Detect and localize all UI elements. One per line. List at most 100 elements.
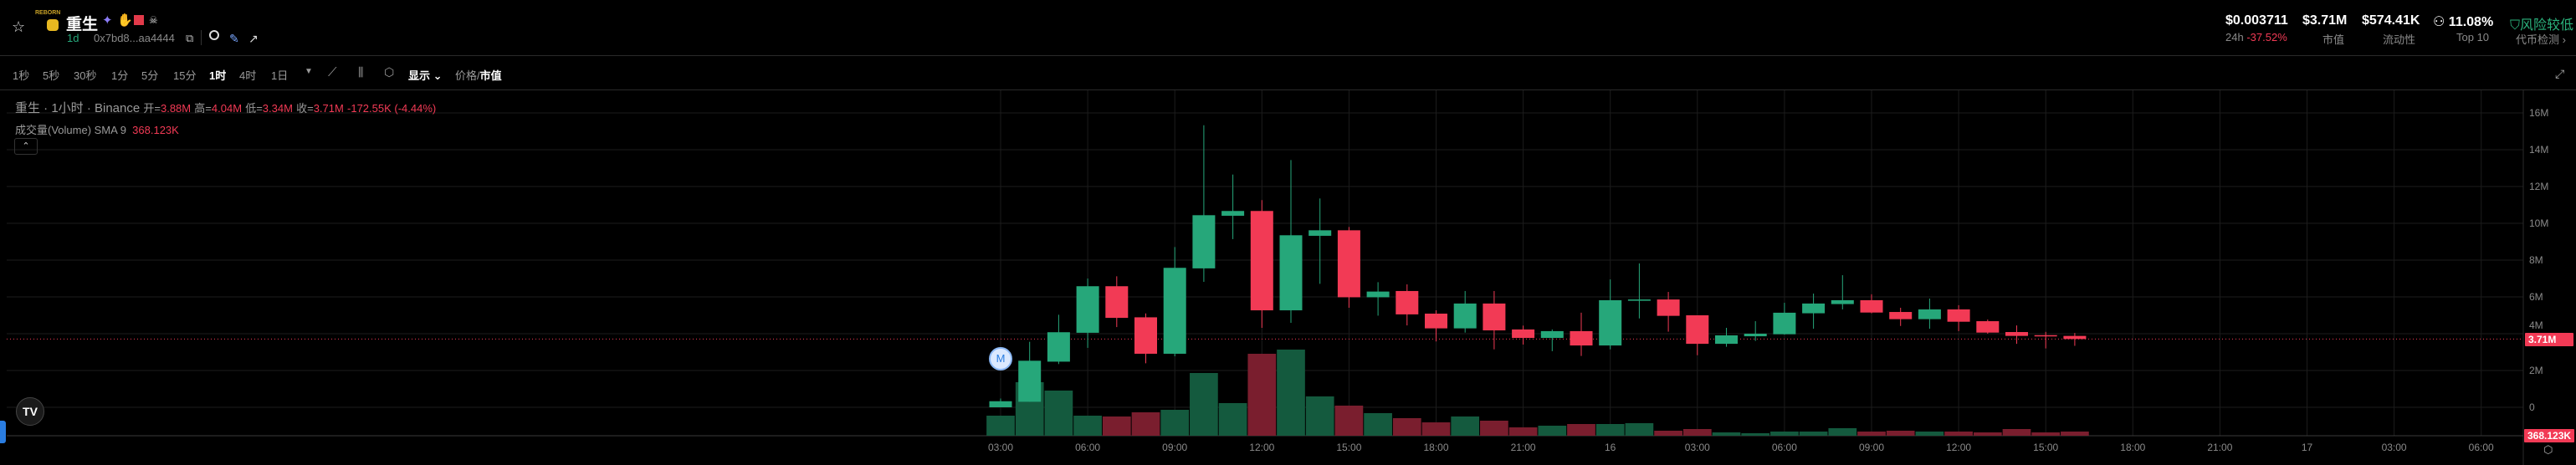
symbol-label: 重生 · 1小时 · Binance: [15, 101, 141, 115]
fullscreen-icon[interactable]: ⤢: [2555, 67, 2565, 80]
high-value: 4.04M: [211, 102, 243, 115]
token-check-link[interactable]: 代币检测 ›: [2516, 33, 2566, 46]
logo-text: REBORN: [35, 10, 61, 16]
candle-body: [1192, 215, 1216, 268]
volume-bar: [1567, 424, 1595, 436]
candle-body: [2005, 332, 2028, 336]
volume-bar: [1073, 416, 1102, 436]
candle-body: [1047, 332, 1070, 362]
external-link-icon[interactable]: ↗: [248, 32, 259, 45]
volume-bar: [1334, 406, 1364, 436]
tradingview-logo-icon[interactable]: TV: [16, 397, 44, 426]
interval-4[interactable]: 5分: [141, 69, 159, 82]
candle-type-icon[interactable]: ⫼: [358, 65, 364, 79]
volume-bar: [1160, 410, 1190, 436]
volume-bar: [1625, 423, 1654, 436]
sparkle-icon: ✦: [102, 13, 113, 28]
price-tick-label: 12M: [2529, 181, 2549, 192]
collapse-legend-button[interactable]: ⌃: [14, 138, 38, 155]
settings-hexagon-icon[interactable]: ⬡: [384, 65, 395, 79]
candle-body: [989, 401, 1012, 407]
copy-icon[interactable]: ⧉: [186, 32, 194, 44]
time-tick-label: 06:00: [2468, 442, 2494, 453]
display-menu[interactable]: 显示 ⌄: [408, 69, 443, 82]
price-tick-label: 6M: [2529, 291, 2543, 303]
volume-bar: [1421, 422, 1451, 436]
price-tick-label: 2M: [2529, 365, 2543, 376]
top10-label: Top 10: [2456, 31, 2490, 43]
candle-body: [1163, 268, 1186, 354]
token-logo: REBORN: [35, 10, 60, 43]
risk-badge[interactable]: ⛉风险较低: [2510, 18, 2574, 33]
candle-body: [2063, 335, 2087, 340]
time-tick-label: 18:00: [1423, 442, 1449, 453]
time-tick-label: 03:00: [2381, 442, 2407, 453]
candle-body: [1976, 321, 2000, 333]
volume-bar: [1190, 373, 1218, 436]
candle-body: [1686, 315, 1709, 345]
candle-body: [1308, 230, 1332, 236]
candle-body: [1425, 314, 1447, 329]
interval-1[interactable]: 5秒: [43, 69, 60, 82]
volume-bar: [1682, 429, 1712, 436]
badge-icon: [134, 15, 144, 25]
volume-legend: 成交量(Volume) SMA 9 368.123K: [15, 124, 179, 136]
interval-8[interactable]: 1日: [271, 69, 289, 82]
candle-body: [1657, 299, 1680, 316]
time-tick-label: 15:00: [1336, 442, 1362, 453]
market-cap-label: 市值: [2322, 33, 2345, 46]
volume-bar: [1828, 428, 1857, 436]
interval-2[interactable]: 30秒: [74, 69, 97, 82]
indicators-icon[interactable]: ⟋: [328, 65, 337, 79]
volume-bar: [1595, 424, 1625, 436]
candle-body: [1773, 312, 1796, 335]
last-volume-tag: 368.123K: [2524, 429, 2574, 442]
candle-body: [1831, 299, 1854, 304]
price-mcap-toggle[interactable]: 价格/市值: [455, 69, 502, 82]
side-panel-handle[interactable]: [0, 421, 6, 443]
volume-bar: [2061, 432, 2089, 436]
interval-7[interactable]: 4时: [239, 69, 257, 82]
candle-body: [1018, 360, 1042, 402]
interval-0[interactable]: 1秒: [13, 69, 30, 82]
interval-3[interactable]: 1分: [111, 69, 129, 82]
candle-body: [1396, 290, 1419, 314]
volume-bar: [1741, 433, 1770, 436]
candle-body: [1570, 330, 1593, 346]
interval-dropdown-icon[interactable]: ▼: [305, 67, 313, 76]
time-tick-label: 03:00: [1684, 442, 1710, 453]
holders-icon: ⚇: [2433, 15, 2445, 29]
time-tick-label: 21:00: [2207, 442, 2233, 453]
volume-bar: [1131, 412, 1160, 436]
ohlc-legend: 重生 · 1小时 · Binance 开=3.88M 高=4.04M 低=3.3…: [15, 101, 437, 115]
volume-bar: [1044, 391, 1073, 436]
candle-body: [1860, 299, 1883, 313]
volume-bar: [1480, 421, 1508, 436]
time-tick-label: 17: [2301, 442, 2313, 453]
close-value: 3.71M: [313, 102, 344, 115]
volume-bar: [1886, 431, 1915, 436]
marker-badge[interactable]: M: [989, 347, 1012, 370]
interval-5[interactable]: 15分: [173, 69, 197, 82]
feather-icon[interactable]: ✎: [229, 32, 239, 45]
time-tick-label: 06:00: [1771, 442, 1797, 453]
axis-settings-icon[interactable]: ⬡: [2543, 443, 2553, 456]
interval-6[interactable]: 1时: [209, 69, 227, 82]
volume-bar: [1857, 432, 1886, 436]
price-tick-label: 8M: [2529, 254, 2543, 266]
time-tick-label: 03:00: [987, 442, 1014, 453]
favorite-star-icon[interactable]: ☆: [12, 18, 26, 35]
time-tick-label: 21:00: [1510, 442, 1536, 453]
change-value: -172.55K (-4.44%): [347, 102, 437, 115]
volume-bar: [1770, 432, 1799, 436]
time-tick-label: 15:00: [2033, 442, 2059, 453]
volume-bar: [1305, 396, 1334, 436]
search-icon[interactable]: [209, 30, 219, 40]
volume-bar: [1364, 413, 1392, 436]
volume-bar: [1102, 416, 1131, 436]
last-price-tag: 3.71M: [2525, 333, 2573, 346]
candle-body: [1802, 303, 1826, 314]
volume-bar: [2002, 429, 2031, 436]
price-change: 24h -37.52%: [2225, 31, 2287, 43]
